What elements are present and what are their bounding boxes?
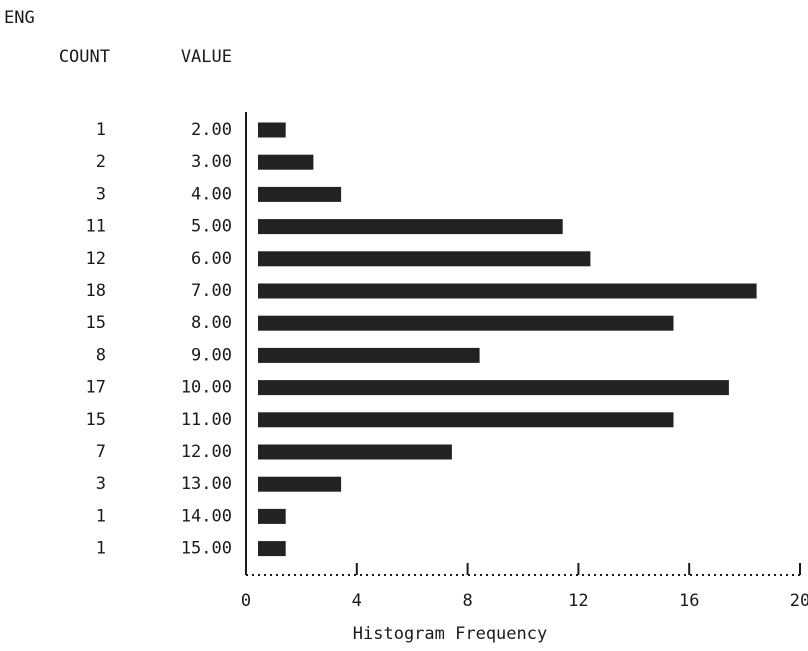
category-label: 5.00 <box>191 217 232 237</box>
category-label: 13.00 <box>181 474 232 494</box>
x-axis-title: Histogram Frequency <box>353 624 547 644</box>
count-label: 12 <box>86 249 106 269</box>
count-label: 8 <box>96 345 106 365</box>
category-label: 10.00 <box>181 378 232 398</box>
bar <box>258 219 563 234</box>
bar <box>258 477 341 492</box>
category-label: 2.00 <box>191 120 232 140</box>
category-label: 11.00 <box>181 410 232 430</box>
bar <box>258 187 341 202</box>
count-label: 17 <box>86 378 106 398</box>
count-header: COUNT <box>59 47 110 67</box>
bar <box>258 316 674 331</box>
bar <box>258 123 286 138</box>
bar <box>258 155 313 170</box>
bar <box>258 284 757 299</box>
bar <box>258 251 590 266</box>
count-label: 1 <box>96 539 106 559</box>
bar <box>258 541 286 556</box>
category-label: 14.00 <box>181 506 232 526</box>
bar <box>258 348 480 363</box>
x-tick-label: 4 <box>352 591 362 611</box>
category-label: 15.00 <box>181 539 232 559</box>
category-label: 4.00 <box>191 184 232 204</box>
value-header: VALUE <box>181 47 232 67</box>
chart: ENG COUNT VALUE Histogram Frequency 0 4 8 1… <box>0 0 808 651</box>
count-label: 7 <box>96 442 106 462</box>
x-tick-label: 16 <box>679 591 699 611</box>
category-label: 6.00 <box>191 249 232 269</box>
category-label: 9.00 <box>191 345 232 365</box>
x-tick-label: 12 <box>568 591 588 611</box>
bar <box>258 445 452 460</box>
header: ENG <box>4 8 35 28</box>
x-tick-label: 20 <box>790 591 808 611</box>
bar <box>258 509 286 524</box>
count-label: 15 <box>86 410 106 430</box>
category-label: 8.00 <box>191 313 232 333</box>
category-label: 12.00 <box>181 442 232 462</box>
count-label: 2 <box>96 152 106 172</box>
count-label: 3 <box>96 474 106 494</box>
x-tick-label: 0 <box>241 591 251 611</box>
count-label: 3 <box>96 184 106 204</box>
count-label: 18 <box>86 281 106 301</box>
count-label: 11 <box>86 217 106 237</box>
bar <box>258 380 729 395</box>
category-label: 7.00 <box>191 281 232 301</box>
count-label: 1 <box>96 506 106 526</box>
category-label: 3.00 <box>191 152 232 172</box>
page: {"header": "ENG", "chart_data": { "type"… <box>0 0 808 651</box>
count-label: 1 <box>96 120 106 140</box>
x-tick-label: 8 <box>462 591 472 611</box>
bar <box>258 412 674 427</box>
count-label: 15 <box>86 313 106 333</box>
